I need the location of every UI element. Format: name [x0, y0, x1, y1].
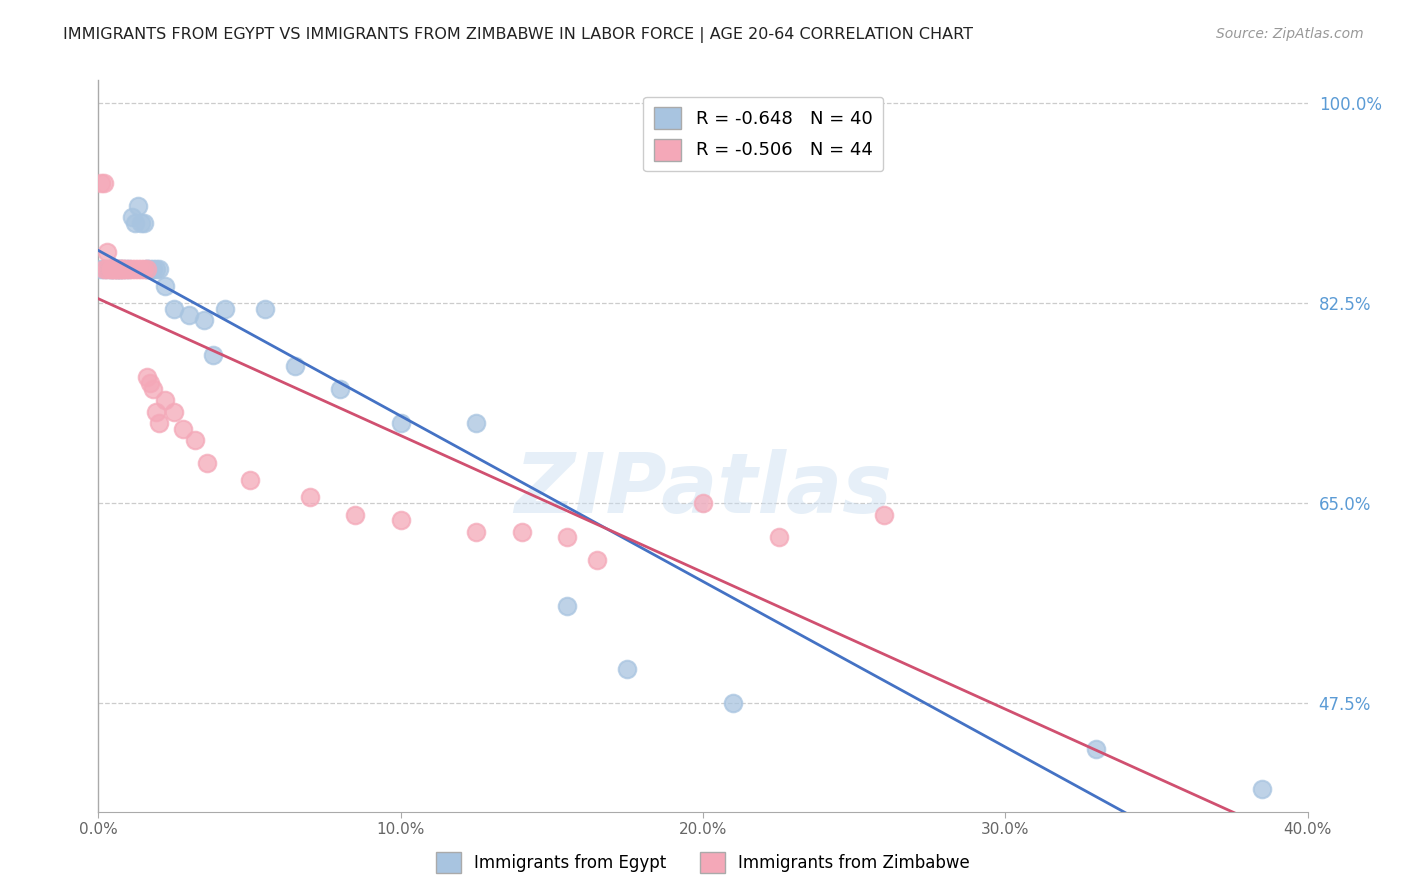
- Point: [253, 301, 276, 316]
- Point: [555, 530, 578, 544]
- Point: [692, 496, 714, 510]
- Point: [93, 261, 115, 276]
- Point: [145, 261, 167, 276]
- Point: [184, 434, 207, 448]
- Point: [135, 261, 157, 276]
- Point: [105, 261, 128, 276]
- Point: [202, 348, 225, 362]
- Point: [139, 261, 162, 276]
- Point: [1251, 781, 1274, 796]
- Point: [616, 662, 638, 676]
- Point: [96, 261, 118, 276]
- Point: [114, 261, 136, 276]
- Text: Source: ZipAtlas.com: Source: ZipAtlas.com: [1216, 27, 1364, 41]
- Point: [465, 416, 488, 430]
- Point: [768, 530, 790, 544]
- Point: [586, 553, 609, 567]
- Point: [214, 301, 236, 316]
- Point: [127, 261, 149, 276]
- Point: [193, 313, 215, 327]
- Point: [100, 261, 122, 276]
- Point: [465, 524, 488, 539]
- Point: [163, 405, 186, 419]
- Point: [105, 261, 128, 276]
- Text: IMMIGRANTS FROM EGYPT VS IMMIGRANTS FROM ZIMBABWE IN LABOR FORCE | AGE 20-64 COR: IMMIGRANTS FROM EGYPT VS IMMIGRANTS FROM…: [63, 27, 973, 43]
- Point: [90, 261, 112, 276]
- Point: [284, 359, 307, 373]
- Point: [114, 261, 136, 276]
- Point: [135, 261, 157, 276]
- Point: [344, 508, 367, 522]
- Point: [121, 211, 143, 225]
- Point: [142, 261, 165, 276]
- Point: [108, 261, 131, 276]
- Point: [135, 261, 157, 276]
- Point: [163, 301, 186, 316]
- Point: [153, 279, 176, 293]
- Point: [723, 696, 745, 710]
- Point: [108, 261, 131, 276]
- Point: [111, 261, 134, 276]
- Point: [145, 405, 167, 419]
- Point: [389, 513, 412, 527]
- Point: [129, 216, 152, 230]
- Point: [96, 261, 118, 276]
- Point: [1085, 742, 1108, 756]
- Point: [93, 176, 115, 190]
- Point: [299, 491, 322, 505]
- Point: [179, 308, 201, 322]
- Point: [142, 382, 165, 396]
- Point: [148, 416, 170, 430]
- Point: [111, 261, 134, 276]
- Point: [873, 508, 896, 522]
- Point: [195, 456, 218, 470]
- Point: [135, 370, 157, 384]
- Point: [103, 261, 125, 276]
- Point: [90, 176, 112, 190]
- Point: [239, 473, 262, 487]
- Point: [124, 261, 146, 276]
- Point: [105, 261, 128, 276]
- Point: [100, 261, 122, 276]
- Point: [127, 199, 149, 213]
- Point: [103, 261, 125, 276]
- Point: [329, 382, 352, 396]
- Point: [96, 244, 118, 259]
- Point: [118, 261, 141, 276]
- Point: [148, 261, 170, 276]
- Point: [389, 416, 412, 430]
- Point: [121, 261, 143, 276]
- Point: [132, 261, 155, 276]
- Point: [129, 261, 152, 276]
- Point: [108, 261, 131, 276]
- Legend: R = -0.648   N = 40, R = -0.506   N = 44: R = -0.648 N = 40, R = -0.506 N = 44: [644, 96, 883, 171]
- Point: [172, 422, 194, 436]
- Point: [555, 599, 578, 613]
- Legend: Immigrants from Egypt, Immigrants from Zimbabwe: Immigrants from Egypt, Immigrants from Z…: [429, 846, 977, 880]
- Point: [118, 261, 141, 276]
- Point: [510, 524, 533, 539]
- Point: [132, 216, 155, 230]
- Point: [100, 261, 122, 276]
- Point: [103, 261, 125, 276]
- Point: [139, 376, 162, 391]
- Point: [124, 216, 146, 230]
- Point: [108, 261, 131, 276]
- Point: [93, 261, 115, 276]
- Text: ZIPatlas: ZIPatlas: [515, 450, 891, 531]
- Point: [153, 393, 176, 408]
- Point: [105, 261, 128, 276]
- Point: [100, 261, 122, 276]
- Point: [111, 261, 134, 276]
